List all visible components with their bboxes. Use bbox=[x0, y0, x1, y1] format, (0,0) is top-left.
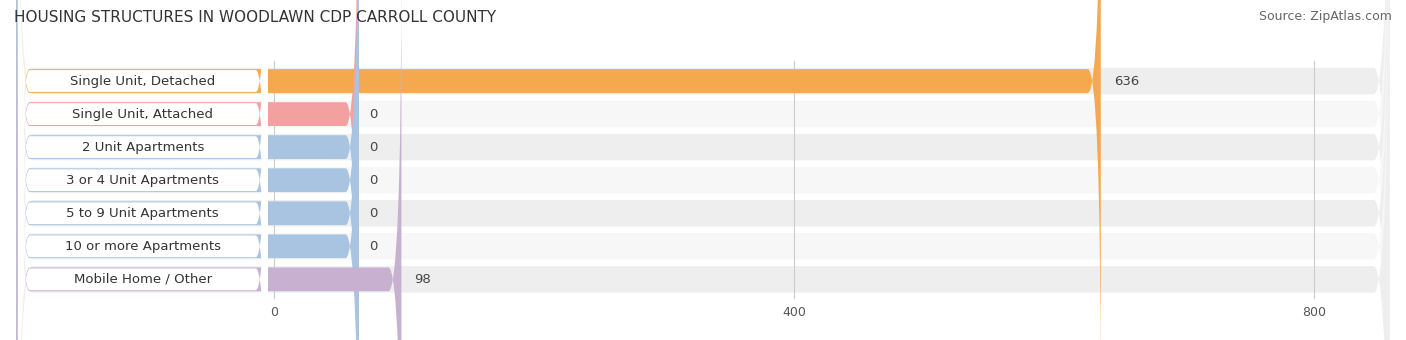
Text: 0: 0 bbox=[368, 141, 377, 154]
Text: 3 or 4 Unit Apartments: 3 or 4 Unit Apartments bbox=[66, 174, 219, 187]
Text: 10 or more Apartments: 10 or more Apartments bbox=[65, 240, 221, 253]
Text: 2 Unit Apartments: 2 Unit Apartments bbox=[82, 141, 204, 154]
FancyBboxPatch shape bbox=[17, 0, 1389, 340]
FancyBboxPatch shape bbox=[17, 0, 1389, 340]
FancyBboxPatch shape bbox=[18, 0, 267, 340]
Text: Single Unit, Attached: Single Unit, Attached bbox=[72, 107, 214, 121]
FancyBboxPatch shape bbox=[18, 0, 267, 340]
FancyBboxPatch shape bbox=[17, 0, 1389, 340]
FancyBboxPatch shape bbox=[17, 0, 359, 340]
Text: 98: 98 bbox=[415, 273, 432, 286]
FancyBboxPatch shape bbox=[17, 0, 1101, 340]
FancyBboxPatch shape bbox=[18, 0, 267, 340]
FancyBboxPatch shape bbox=[17, 0, 359, 340]
Text: Mobile Home / Other: Mobile Home / Other bbox=[73, 273, 212, 286]
Text: 0: 0 bbox=[368, 107, 377, 121]
FancyBboxPatch shape bbox=[18, 0, 267, 340]
Text: 0: 0 bbox=[368, 207, 377, 220]
Text: 0: 0 bbox=[368, 240, 377, 253]
FancyBboxPatch shape bbox=[17, 0, 1389, 340]
Text: HOUSING STRUCTURES IN WOODLAWN CDP CARROLL COUNTY: HOUSING STRUCTURES IN WOODLAWN CDP CARRO… bbox=[14, 10, 496, 25]
FancyBboxPatch shape bbox=[17, 0, 1389, 340]
Text: 0: 0 bbox=[368, 174, 377, 187]
FancyBboxPatch shape bbox=[18, 0, 267, 340]
FancyBboxPatch shape bbox=[17, 0, 359, 340]
Text: Single Unit, Detached: Single Unit, Detached bbox=[70, 74, 215, 87]
FancyBboxPatch shape bbox=[17, 0, 359, 340]
Text: 5 to 9 Unit Apartments: 5 to 9 Unit Apartments bbox=[66, 207, 219, 220]
Text: 636: 636 bbox=[1114, 74, 1139, 87]
FancyBboxPatch shape bbox=[17, 0, 402, 340]
FancyBboxPatch shape bbox=[17, 0, 1389, 340]
FancyBboxPatch shape bbox=[17, 0, 1389, 340]
FancyBboxPatch shape bbox=[18, 0, 267, 340]
FancyBboxPatch shape bbox=[17, 0, 359, 340]
FancyBboxPatch shape bbox=[18, 0, 267, 340]
Text: Source: ZipAtlas.com: Source: ZipAtlas.com bbox=[1258, 10, 1392, 23]
